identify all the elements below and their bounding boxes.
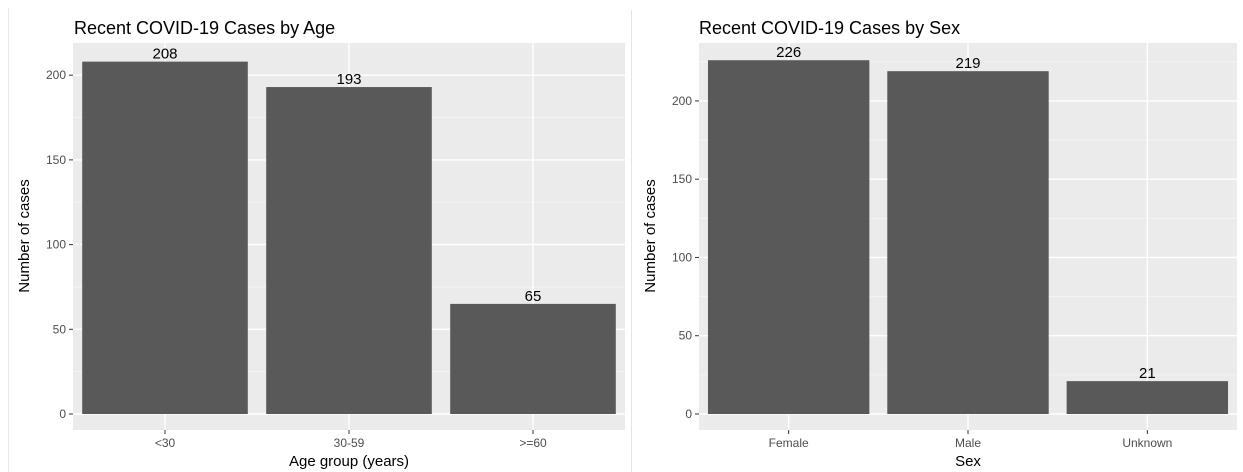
bar-value-label: 226 (776, 44, 801, 61)
chart-title: Recent COVID-19 Cases by Age (74, 18, 335, 38)
chart-title: Recent COVID-19 Cases by Sex (699, 18, 960, 38)
bar-value-label: 65 (525, 288, 542, 305)
y-axis-title: Number of cases (642, 179, 659, 292)
bar (266, 87, 432, 415)
y-axis-ticks: 0 50 100 150 200 (46, 68, 73, 421)
bars (82, 61, 616, 415)
y-tick-label: 50 (53, 322, 67, 336)
bar (887, 71, 1049, 414)
y-tick-label: 150 (672, 172, 692, 186)
x-axis-title: Age group (years) (289, 453, 409, 470)
x-axis-ticks: Female Male Unknown (769, 430, 1172, 450)
figure-edge (8, 8, 9, 472)
x-axis-ticks: <30 30-59 >=60 (155, 430, 547, 450)
x-tick-label: Unknown (1122, 436, 1172, 450)
bar-value-label: 219 (955, 55, 980, 72)
bar (82, 61, 248, 414)
bar-value-label: 193 (336, 71, 361, 88)
y-tick-label: 200 (46, 68, 66, 82)
x-tick-label: Male (955, 436, 981, 450)
x-tick-label: <30 (155, 436, 176, 450)
bar (450, 303, 616, 414)
x-tick-label: 30-59 (334, 436, 365, 450)
y-tick-label: 150 (46, 153, 66, 167)
bars (707, 60, 1229, 414)
x-tick-label: Female (769, 436, 809, 450)
x-axis-title: Sex (955, 453, 981, 470)
bar-labels: 226 219 21 (776, 44, 1156, 382)
age-chart: 208 193 65 0 50 100 150 200 <30 30-59 >=60 Recen… (16, 18, 625, 470)
bar (1066, 381, 1229, 414)
y-axis-ticks: 0 50 100 150 200 (672, 94, 699, 421)
x-tick-label: >=60 (519, 436, 547, 450)
y-tick-label: 50 (679, 329, 693, 343)
y-tick-label: 100 (46, 238, 66, 252)
bar (707, 60, 870, 414)
panel-divider (631, 10, 632, 472)
y-tick-label: 0 (685, 407, 692, 421)
bar-value-label: 208 (152, 46, 177, 63)
y-tick-label: 200 (672, 94, 692, 108)
y-axis-title: Number of cases (16, 179, 33, 292)
bar-value-label: 21 (1139, 365, 1156, 382)
bar-labels: 208 193 65 (152, 46, 541, 305)
y-tick-label: 0 (59, 407, 66, 421)
y-tick-label: 100 (672, 250, 692, 264)
